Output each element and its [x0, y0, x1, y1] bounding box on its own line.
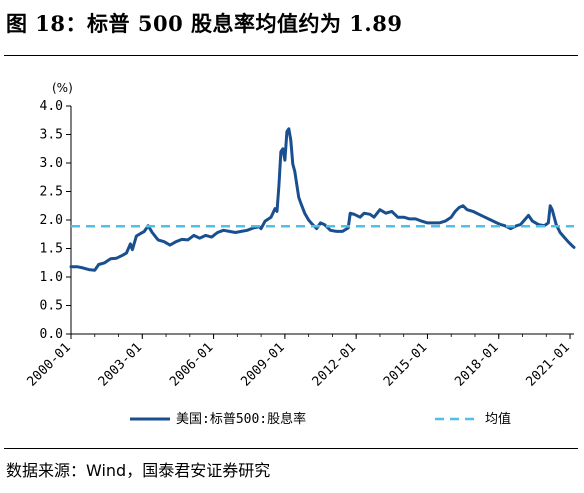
x-tick-label: 2000-01 — [24, 340, 73, 389]
y-tick-label: 0.5 — [40, 299, 63, 314]
x-tick-label: 2015-01 — [381, 340, 430, 389]
x-tick-label: 2021-01 — [524, 340, 573, 389]
y-tick-label: 2.0 — [40, 213, 63, 228]
legend-label-dividend-yield: 美国:标普500:股息率 — [176, 411, 306, 427]
legend-label-mean: 均值 — [485, 411, 511, 427]
y-tick-label: 1.0 — [40, 270, 63, 285]
y-unit-label: (%) — [52, 81, 73, 95]
x-tick-label: 2003-01 — [96, 340, 145, 389]
y-tick-label: 3.0 — [40, 156, 63, 171]
chart-legend: 美国:标普500:股息率 均值 — [130, 411, 511, 427]
y-tick-label: 4.0 — [40, 99, 63, 114]
title-divider — [4, 55, 578, 56]
dividend-yield-chart: (%) 0.0 0.5 1.0 1.5 2.0 2.5 3.0 3.5 4.0 2000-01 200… — [24, 81, 576, 427]
dividend-yield-line — [69, 127, 576, 272]
x-tick-label: 2009-01 — [238, 340, 287, 389]
chart-series — [69, 127, 576, 272]
source-note: 数据来源：Wind，国泰君安证券研究 — [6, 461, 271, 480]
chart-axes: (%) 0.0 0.5 1.0 1.5 2.0 2.5 3.0 3.5 4.0 2000-01 200… — [24, 81, 574, 390]
x-tick-label: 2018-01 — [452, 340, 501, 389]
x-tick-label: 2006-01 — [167, 340, 216, 389]
y-tick-label: 3.5 — [40, 128, 63, 143]
source-divider — [4, 448, 578, 449]
y-tick-label: 2.5 — [40, 185, 63, 200]
x-tick-label: 2012-01 — [310, 340, 359, 389]
y-tick-label: 1.5 — [40, 242, 63, 257]
figure-title: 图 18：标普 500 股息率均值约为 1.89 — [6, 11, 403, 36]
y-tick-label: 0.0 — [40, 327, 63, 342]
